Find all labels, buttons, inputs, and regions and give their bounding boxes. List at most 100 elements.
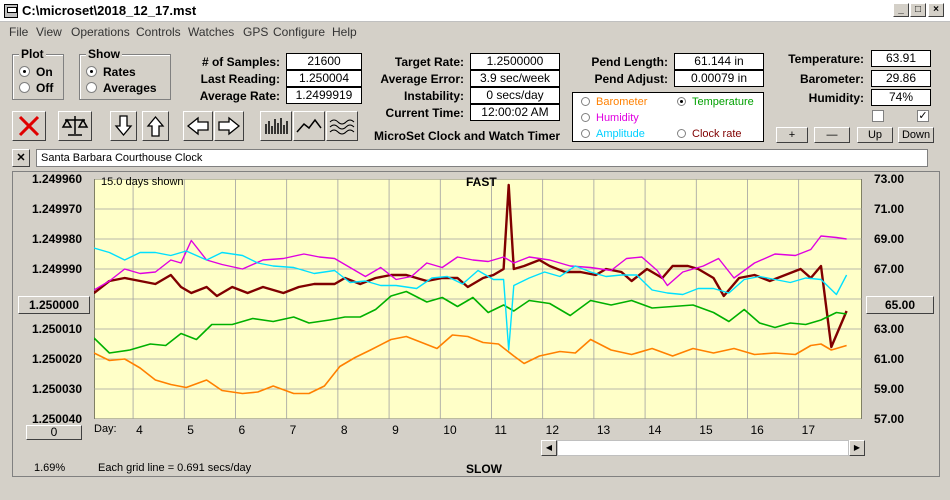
radio-dot xyxy=(86,82,97,93)
red-x-icon xyxy=(18,115,40,137)
shift-up-button[interactable] xyxy=(142,111,169,141)
scroll-left-arrow[interactable]: ◀ xyxy=(541,440,557,456)
chart-panel xyxy=(12,171,940,477)
x-tick-label: 11 xyxy=(494,423,507,437)
legend-clock-rate[interactable]: Clock rate xyxy=(677,128,742,140)
scale-plus-button[interactable]: + xyxy=(776,127,808,143)
menu-controls[interactable]: Controls xyxy=(136,25,181,39)
clear-name-button[interactable]: ✕ xyxy=(12,149,30,167)
scroll-track-left xyxy=(94,440,541,456)
scroll-thumb[interactable] xyxy=(557,440,849,456)
radio-dot xyxy=(19,82,30,93)
offset-button[interactable]: 0 xyxy=(26,425,82,440)
y-left-tick-label: 1.250020 xyxy=(31,352,82,366)
clock-name-field[interactable]: Santa Barbara Courthouse Clock xyxy=(36,149,928,167)
series-line-temperature xyxy=(94,290,847,354)
legend-barometer[interactable]: Barometer xyxy=(581,96,647,108)
plot-off-label: Off xyxy=(36,81,54,95)
radio-dot xyxy=(677,97,686,106)
y-right-tick-label: 73.00 xyxy=(874,172,905,186)
minimize-button[interactable]: _ xyxy=(893,3,909,17)
radio-dot xyxy=(581,113,590,122)
time-scrollbar[interactable]: ◀ ▶ xyxy=(541,440,865,456)
y-right-tick-label: 61.00 xyxy=(874,352,905,366)
current-time-value: 12:00:02 AM xyxy=(470,104,560,121)
app-icon[interactable] xyxy=(4,4,18,18)
legend-barometer-label: Barometer xyxy=(596,96,648,108)
legend-temperature[interactable]: Temperature xyxy=(677,96,754,108)
series-line-humidity xyxy=(94,235,847,291)
menu-configure[interactable]: Configure xyxy=(273,25,326,39)
plot-on-radio[interactable]: On xyxy=(19,65,53,79)
checkbox-right[interactable]: ✓ xyxy=(917,110,929,122)
y-right-tick-label: 71.00 xyxy=(874,202,905,216)
wave-view-button[interactable] xyxy=(326,111,358,141)
legend-amplitude[interactable]: Amplitude xyxy=(581,128,645,140)
last-reading-value: 1.250004 xyxy=(286,70,362,87)
bar-view-button[interactable] xyxy=(260,111,292,141)
title-bar: C:\microset\2018_12_17.mst _ □ × xyxy=(0,0,950,22)
balance-scale-icon xyxy=(61,116,89,136)
balance-button[interactable] xyxy=(58,111,92,141)
show-averages-radio[interactable]: Averages xyxy=(86,81,157,95)
y-right-tick-label: 63.00 xyxy=(874,322,905,336)
scale-up-button[interactable]: Up xyxy=(857,127,893,143)
app-subtitle: MicroSet Clock and Watch Timer xyxy=(374,129,561,143)
show-group-title: Show xyxy=(86,47,122,61)
menu-view[interactable]: View xyxy=(36,25,62,39)
y-left-tick-label: 1.250040 xyxy=(31,412,82,426)
shift-down-button[interactable] xyxy=(110,111,137,141)
x-tick-label: 12 xyxy=(545,423,560,437)
legend-amplitude-label: Amplitude xyxy=(596,128,645,140)
arrow-down-icon xyxy=(114,115,133,137)
show-rates-radio[interactable]: Rates xyxy=(86,65,136,79)
shift-left-button[interactable] xyxy=(183,111,213,141)
x-tick-label: 8 xyxy=(340,423,348,437)
center-rate-button[interactable]: 1.250000 xyxy=(18,296,90,314)
x-tick-label: 9 xyxy=(392,423,399,437)
x-tick-label: 16 xyxy=(750,423,764,437)
pend-adjust-label: Pend Adjust: xyxy=(594,72,668,86)
plot-on-label: On xyxy=(36,65,53,79)
line-view-button[interactable] xyxy=(293,111,325,141)
arrow-left-icon xyxy=(186,116,209,136)
wave-icon xyxy=(329,119,355,135)
last-reading-label: Last Reading: xyxy=(200,72,280,86)
y-right-tick-label: 69.00 xyxy=(874,232,905,246)
show-rates-label: Rates xyxy=(103,65,136,79)
scale-down-button[interactable]: Down xyxy=(898,127,934,143)
menu-gps[interactable]: GPS xyxy=(243,25,269,39)
center-sensor-button[interactable]: 65.00 xyxy=(866,296,934,314)
pend-length-label: Pend Length: xyxy=(591,55,668,69)
menu-help[interactable]: Help xyxy=(332,25,357,39)
series-line-clock-rate xyxy=(94,183,848,349)
plot-off-radio[interactable]: Off xyxy=(19,81,53,95)
x-tick-label: 6 xyxy=(238,423,246,437)
maximize-button[interactable]: □ xyxy=(910,3,926,17)
temperature-label: Temperature: xyxy=(788,52,864,66)
close-button[interactable]: × xyxy=(928,3,944,17)
stop-button[interactable] xyxy=(12,111,46,141)
menu-watches[interactable]: Watches xyxy=(188,25,235,39)
legend-humidity[interactable]: Humidity xyxy=(581,112,639,124)
average-rate-value: 1.2499919 xyxy=(286,87,362,104)
days-shown: 15.0 days shown xyxy=(101,176,184,188)
show-group: Show Rates Averages xyxy=(79,47,171,100)
scroll-right-arrow[interactable]: ▶ xyxy=(849,440,865,456)
x-tick-label: 7 xyxy=(289,423,297,437)
radio-dot xyxy=(677,129,686,138)
barometer-value: 29.86 xyxy=(871,70,931,87)
instability-value: 0 secs/day xyxy=(470,87,560,104)
scale-minus-button[interactable]: — xyxy=(814,127,850,143)
checkbox-left[interactable] xyxy=(872,110,884,122)
shift-right-button[interactable] xyxy=(214,111,244,141)
menu-operations[interactable]: Operations xyxy=(71,25,130,39)
x-tick-label: 14 xyxy=(648,423,662,437)
radio-dot xyxy=(86,66,97,77)
humidity-value: 74% xyxy=(871,89,931,106)
target-rate-value[interactable]: 1.2500000 xyxy=(470,53,560,70)
menu-file[interactable]: File xyxy=(9,25,29,39)
day-prefix: Day: xyxy=(94,423,117,435)
menu-bar: File View Operations Controls Watches GP… xyxy=(0,22,950,42)
grid-note: Each grid line = 0.691 secs/day xyxy=(98,462,252,474)
